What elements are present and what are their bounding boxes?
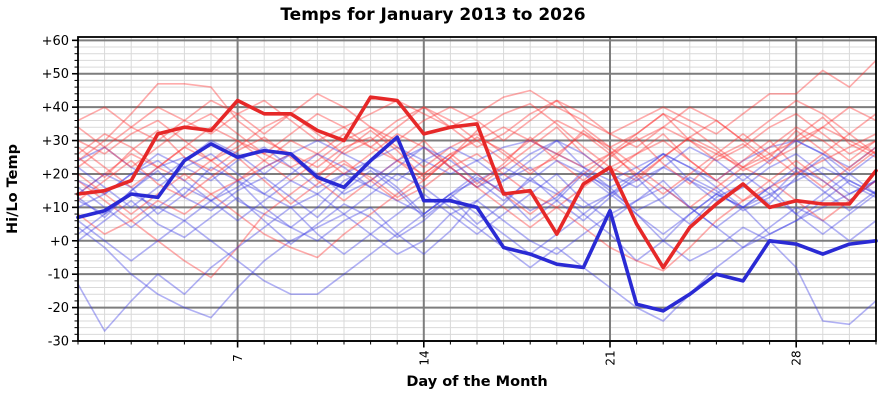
series-2024-high <box>77 106 877 169</box>
y-tick-label: -10 <box>48 268 69 283</box>
series-2023-high <box>77 116 877 205</box>
series-2014-high <box>77 133 877 279</box>
x-axis-label: Day of the Month <box>406 374 548 390</box>
series-2024-low <box>77 146 877 209</box>
series-2026-high <box>76 95 878 270</box>
y-tick-label: +30 <box>42 134 69 149</box>
y-tick-label: +20 <box>42 167 69 182</box>
y-tick-label: +40 <box>42 101 69 116</box>
y-tick-label: +0 <box>50 234 69 249</box>
series-2018-low <box>77 173 877 332</box>
x-tick-label: 28 <box>790 350 804 365</box>
y-tick-label: -20 <box>48 301 69 316</box>
series-2015-low <box>77 139 877 209</box>
y-tick-label: +50 <box>42 67 69 82</box>
series-2021-high <box>77 93 877 148</box>
series-2016-low <box>77 166 877 235</box>
y-tick-label: +60 <box>42 34 69 49</box>
series-2017-high <box>77 126 877 222</box>
series-2021-low <box>77 139 877 189</box>
series-2022-low <box>77 173 877 322</box>
x-tick-label: 21 <box>604 350 618 365</box>
y-tick-label: -30 <box>48 335 69 350</box>
series-2018-high <box>77 126 877 235</box>
y-axis-label: Hi/Lo Temp <box>5 144 21 234</box>
series-2025-low <box>77 169 877 219</box>
series-2025-high <box>77 129 877 179</box>
series-2020-low <box>77 173 877 296</box>
series-2013-low <box>77 156 877 262</box>
series-2017-low <box>77 166 877 326</box>
series-2015-high <box>77 59 877 169</box>
x-tick-label: 14 <box>417 350 431 365</box>
chart-title: Temps for January 2013 to 2026 <box>280 5 586 25</box>
series-2019-low <box>77 139 877 202</box>
series-2022-high <box>77 133 877 272</box>
x-tick-label: 7 <box>231 354 245 362</box>
series-2019-high <box>77 99 877 162</box>
series-2026-low <box>76 135 878 313</box>
series-2016-high <box>77 126 877 195</box>
series-2020-high <box>77 133 877 259</box>
y-tick-label: +10 <box>42 201 69 216</box>
series-2014-low <box>77 179 877 319</box>
series-2013-high <box>77 83 877 182</box>
